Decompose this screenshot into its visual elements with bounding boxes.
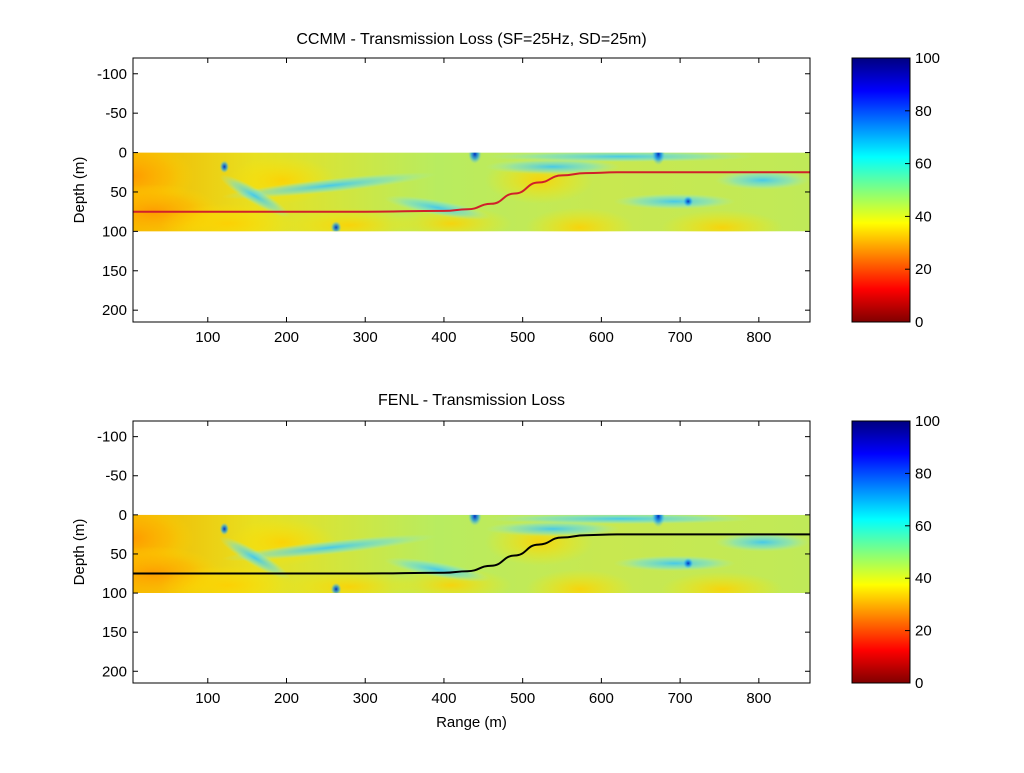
colorbar-tick-label: 0 <box>915 675 923 692</box>
y-ticks: -100 -50 0 50 100 150 200 <box>97 66 810 319</box>
x-tick-label: 700 <box>668 690 693 707</box>
interface-line <box>132 171 810 213</box>
field-blob <box>661 571 783 594</box>
x-tick-label: 500 <box>510 329 535 346</box>
field-arc <box>715 532 810 552</box>
colorbar-tick-label: 40 <box>915 570 932 587</box>
y-ticks: -100 -50 0 50 100 150 200 <box>97 429 810 680</box>
field-arc <box>485 158 621 175</box>
x-tick-label: 300 <box>353 690 378 707</box>
colorbar-tick-label: 80 <box>915 465 932 482</box>
y-tick-label: 150 <box>102 263 127 280</box>
y-tick-label: 50 <box>110 184 127 201</box>
panel-ccmm: CCMM - Transmission Loss (SF=25Hz, SD=25… <box>71 31 940 346</box>
y-tick-label: 100 <box>102 585 127 602</box>
x-tick-label: 800 <box>746 690 771 707</box>
field-blob <box>160 203 296 232</box>
field-arc <box>221 172 438 200</box>
field-blob <box>525 569 634 594</box>
x-tick-label: 200 <box>274 329 299 346</box>
field-null <box>651 514 666 528</box>
field-blob <box>281 569 418 594</box>
field-arc <box>384 557 492 582</box>
x-tick-label: 600 <box>589 329 614 346</box>
field-null <box>682 557 694 569</box>
chart-title: CCMM - Transmission Loss (SF=25Hz, SD=25… <box>296 31 646 48</box>
colorbar-gradient <box>851 57 911 323</box>
x-tick-label: 600 <box>589 690 614 707</box>
field-arc <box>219 536 291 580</box>
field-null <box>468 514 482 526</box>
colorbar-tick-label: 20 <box>915 261 932 278</box>
colorbar-tick-label: 100 <box>915 50 940 67</box>
chart-title: FENL - Transmission Loss <box>378 392 565 409</box>
colorbar: 0 20 40 60 80 100 <box>851 413 940 692</box>
field-blob <box>525 207 634 232</box>
colorbar-tick-label: 60 <box>915 156 932 173</box>
y-tick-label: 0 <box>119 145 127 162</box>
field-arc <box>613 193 736 210</box>
colorbar-tick-label: 60 <box>915 518 932 535</box>
y-tick-label: -100 <box>97 429 127 446</box>
colorbar-tick-label: 0 <box>915 314 923 331</box>
field-null <box>330 582 342 594</box>
x-tick-label: 800 <box>746 329 771 346</box>
colorbar-gradient <box>851 420 911 684</box>
field-arc <box>221 534 438 562</box>
x-tick-label: 200 <box>274 690 299 707</box>
x-tick-label: 100 <box>195 690 220 707</box>
colorbar-tick-label: 40 <box>915 208 932 225</box>
plot-frame <box>132 57 811 323</box>
field-null <box>682 195 694 207</box>
field-arc <box>485 514 756 525</box>
x-tick-label: 100 <box>195 329 220 346</box>
y-tick-label: 150 <box>102 624 127 641</box>
colorbar: 0 20 40 60 80 100 <box>851 50 940 331</box>
field-arc <box>384 195 492 220</box>
y-tick-label: 200 <box>102 302 127 319</box>
tl-field <box>133 152 810 232</box>
field-blob <box>281 207 418 232</box>
plot-frame <box>132 420 811 684</box>
x-axis-label: Range (m) <box>436 714 507 731</box>
panel-fenl: FENL - Transmission Loss Depth (m) Range… <box>71 392 940 731</box>
field-arc <box>485 152 756 163</box>
colorbar-tick-label: 20 <box>915 623 932 640</box>
x-tick-label: 700 <box>668 329 693 346</box>
field-null <box>219 160 230 174</box>
x-tick-label: 300 <box>353 329 378 346</box>
x-tick-label: 500 <box>510 690 535 707</box>
y-axis-label: Depth (m) <box>71 157 88 224</box>
y-tick-label: -50 <box>105 468 127 485</box>
y-tick-label: -100 <box>97 66 127 83</box>
y-tick-label: 100 <box>102 223 127 240</box>
y-tick-label: -50 <box>105 105 127 122</box>
field-null <box>219 522 230 536</box>
y-tick-label: 50 <box>110 546 127 563</box>
x-tick-label: 400 <box>431 329 456 346</box>
field-arc <box>485 521 621 537</box>
field-null <box>468 152 482 164</box>
tl-field <box>133 514 810 594</box>
colorbar-tick-label: 100 <box>915 413 940 430</box>
y-axis-label: Depth (m) <box>71 519 88 586</box>
x-ticks: 100 200 300 400 500 600 700 800 <box>195 421 771 707</box>
y-tick-label: 0 <box>119 507 127 524</box>
field-arc <box>219 174 291 218</box>
field-arc <box>613 555 736 572</box>
x-ticks: 100 200 300 400 500 600 700 800 <box>195 58 771 346</box>
interface-line <box>133 533 810 575</box>
field-null <box>651 152 666 166</box>
field-null <box>330 221 342 232</box>
y-tick-label: 200 <box>102 663 127 680</box>
x-tick-label: 400 <box>431 690 456 707</box>
field-blob <box>661 210 783 232</box>
colorbar-tick-label: 80 <box>915 103 932 120</box>
field-arc <box>715 170 810 190</box>
